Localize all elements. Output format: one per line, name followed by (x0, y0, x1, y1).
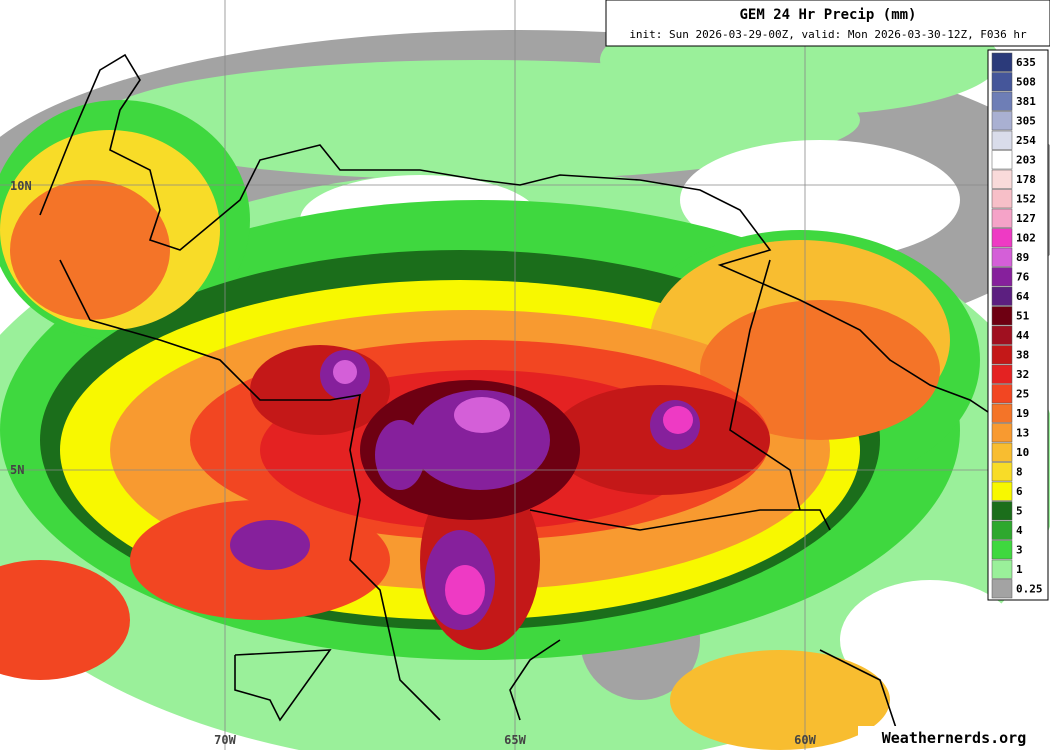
legend-label: 13 (1016, 426, 1029, 439)
map-title: GEM 24 Hr Precip (mm) (739, 7, 916, 23)
legend-label: 32 (1016, 368, 1029, 381)
legend-label: 508 (1016, 75, 1036, 88)
lat-label: 10N (10, 179, 32, 193)
legend-swatch (991, 111, 1013, 131)
legend-label: 64 (1016, 290, 1030, 303)
legend-swatch (991, 403, 1013, 423)
legend-label: 203 (1016, 153, 1036, 166)
legend-label: 89 (1016, 251, 1029, 264)
legend-swatch (991, 501, 1013, 521)
legend-swatch (991, 559, 1013, 579)
legend-swatch (991, 345, 1013, 365)
legend-swatch (991, 462, 1013, 482)
legend-label: 254 (1016, 134, 1036, 147)
legend-label: 6 (1016, 485, 1023, 498)
legend-label: 381 (1016, 95, 1036, 108)
lon-label: 60W (794, 733, 816, 747)
legend-label: 5 (1016, 504, 1023, 517)
legend-swatch (991, 579, 1013, 599)
legend-swatch (991, 442, 1013, 462)
precip-field (0, 5, 1050, 750)
legend-swatch (991, 72, 1013, 92)
legend-swatch (991, 286, 1013, 306)
graticule (0, 0, 990, 750)
legend-swatch (991, 189, 1013, 209)
coordinate-labels: 10N 5N 70W 65W 60W (10, 179, 817, 747)
lon-label: 65W (504, 733, 526, 747)
legend-swatch (991, 247, 1013, 267)
map-subtitle: init: Sun 2026-03-29-00Z, valid: Mon 202… (629, 28, 1027, 41)
legend-swatch (991, 130, 1013, 150)
lon-label: 70W (214, 733, 236, 747)
legend-swatch (991, 306, 1013, 326)
legend-swatch (991, 423, 1013, 443)
legend-swatch (991, 364, 1013, 384)
borders (39, 53, 1001, 741)
legend-label: 44 (1016, 329, 1030, 342)
legend-label: 10 (1016, 446, 1029, 459)
legend-label: 38 (1016, 348, 1029, 361)
legend-label: 152 (1016, 192, 1036, 205)
watermark-box (858, 726, 1050, 750)
legend-label: 635 (1016, 56, 1036, 69)
legend-swatch (991, 150, 1013, 170)
header-box (605, 0, 1050, 47)
legend: 6355083813052542031781521271028976645144… (991, 52, 1043, 599)
legend-label: 1 (1016, 563, 1023, 576)
legend-label: 19 (1016, 407, 1029, 420)
legend-label: 178 (1016, 173, 1036, 186)
legend-swatch (991, 481, 1013, 501)
legend-label: 0.25 (1016, 582, 1043, 595)
legend-swatch (991, 520, 1013, 540)
legend-swatch (991, 325, 1013, 345)
lat-label: 5N (10, 463, 24, 477)
legend-swatch (991, 169, 1013, 189)
legend-label: 76 (1016, 270, 1030, 283)
legend-label: 305 (1016, 114, 1036, 127)
legend-label: 4 (1016, 524, 1023, 537)
legend-label: 102 (1016, 231, 1036, 244)
legend-swatch (991, 91, 1013, 111)
legend-swatch (991, 52, 1013, 72)
legend-label: 127 (1016, 212, 1036, 225)
legend-swatch (991, 384, 1013, 404)
legend-label: 51 (1016, 309, 1030, 322)
watermark: Weathernerds.org (882, 729, 1027, 747)
legend-label: 8 (1016, 465, 1023, 478)
legend-swatch (991, 208, 1013, 228)
legend-label: 25 (1016, 387, 1029, 400)
legend-swatch (991, 540, 1013, 560)
legend-swatch (991, 228, 1013, 248)
legend-label: 3 (1016, 543, 1023, 556)
legend-swatch (991, 267, 1013, 287)
